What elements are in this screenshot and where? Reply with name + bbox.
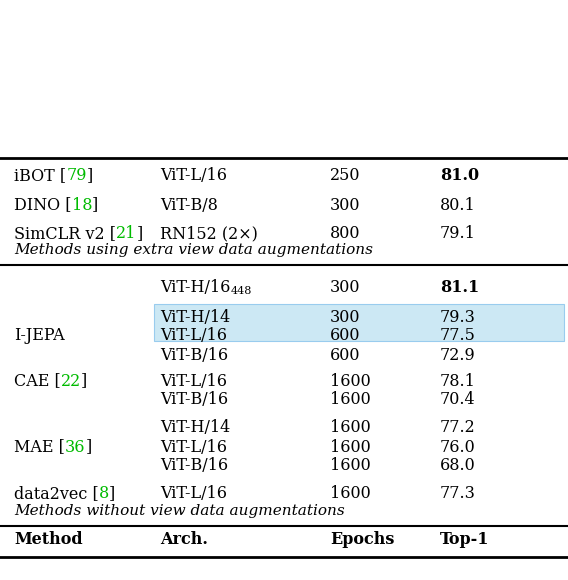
- Text: ViT-B/16: ViT-B/16: [160, 392, 228, 408]
- Text: Methods using extra view data augmentations: Methods using extra view data augmentati…: [14, 243, 373, 257]
- Text: ]: ]: [81, 372, 87, 390]
- Text: Top-1: Top-1: [440, 531, 490, 549]
- Text: ]: ]: [87, 168, 93, 184]
- Text: 22: 22: [61, 372, 81, 390]
- Text: 600: 600: [330, 328, 361, 345]
- Text: ViT-L/16: ViT-L/16: [160, 328, 227, 345]
- Text: ViT-B/16: ViT-B/16: [160, 458, 228, 474]
- Text: 1600: 1600: [330, 485, 371, 502]
- Text: 8: 8: [99, 485, 109, 502]
- Text: Methods without view data augmentations: Methods without view data augmentations: [14, 504, 345, 518]
- Text: 70.4: 70.4: [440, 392, 475, 408]
- Text: ViT-L/16: ViT-L/16: [160, 372, 227, 390]
- Text: 1600: 1600: [330, 372, 371, 390]
- Text: 21: 21: [116, 226, 136, 242]
- Text: 300: 300: [330, 197, 361, 213]
- Text: ViT-L/16: ViT-L/16: [160, 438, 227, 455]
- Text: iBOT [: iBOT [: [14, 168, 66, 184]
- Text: 77.3: 77.3: [440, 485, 476, 502]
- Text: CAE [: CAE [: [14, 372, 61, 390]
- Text: MAE [: MAE [: [14, 438, 65, 455]
- Text: ]: ]: [92, 197, 98, 213]
- Text: SimCLR v2 [: SimCLR v2 [: [14, 226, 116, 242]
- Text: 800: 800: [330, 226, 361, 242]
- Text: 36: 36: [65, 438, 85, 455]
- Text: 1600: 1600: [330, 458, 371, 474]
- Text: 1600: 1600: [330, 419, 371, 437]
- Text: ViT-H/14: ViT-H/14: [160, 419, 230, 437]
- Text: DINO [: DINO [: [14, 197, 72, 213]
- Text: 300: 300: [330, 309, 361, 325]
- Text: 81.0: 81.0: [440, 168, 479, 184]
- Text: RN152 (2×): RN152 (2×): [160, 226, 258, 242]
- Text: 79: 79: [66, 168, 87, 184]
- Text: ViT-L/16: ViT-L/16: [160, 168, 227, 184]
- Text: 600: 600: [330, 346, 361, 364]
- Text: 79.1: 79.1: [440, 226, 476, 242]
- FancyBboxPatch shape: [154, 304, 564, 341]
- Text: 77.5: 77.5: [440, 328, 476, 345]
- Text: 250: 250: [330, 168, 361, 184]
- Text: 81.1: 81.1: [440, 280, 479, 296]
- Text: 79.3: 79.3: [440, 309, 476, 325]
- Text: ViT-L/16: ViT-L/16: [160, 485, 227, 502]
- Text: 1600: 1600: [330, 438, 371, 455]
- Text: ]: ]: [85, 438, 91, 455]
- Text: 80.1: 80.1: [440, 197, 476, 213]
- Text: 448: 448: [231, 287, 252, 296]
- Text: 72.9: 72.9: [440, 346, 476, 364]
- Text: ViT-B/16: ViT-B/16: [160, 346, 228, 364]
- Text: ViT-H/14: ViT-H/14: [160, 309, 230, 325]
- Text: ViT-B/8: ViT-B/8: [160, 197, 218, 213]
- Text: ViT-H/16: ViT-H/16: [160, 280, 231, 296]
- Text: ]: ]: [109, 485, 115, 502]
- Text: data2vec [: data2vec [: [14, 485, 99, 502]
- Text: 76.0: 76.0: [440, 438, 476, 455]
- Text: 18: 18: [72, 197, 92, 213]
- Text: I-JEPA: I-JEPA: [14, 328, 65, 345]
- Text: 1600: 1600: [330, 392, 371, 408]
- Text: Method: Method: [14, 531, 82, 549]
- Text: Arch.: Arch.: [160, 531, 208, 549]
- Text: ]: ]: [136, 226, 143, 242]
- Text: Epochs: Epochs: [330, 531, 394, 549]
- Text: 68.0: 68.0: [440, 458, 476, 474]
- Text: 78.1: 78.1: [440, 372, 476, 390]
- Text: 300: 300: [330, 280, 361, 296]
- Text: 77.2: 77.2: [440, 419, 476, 437]
